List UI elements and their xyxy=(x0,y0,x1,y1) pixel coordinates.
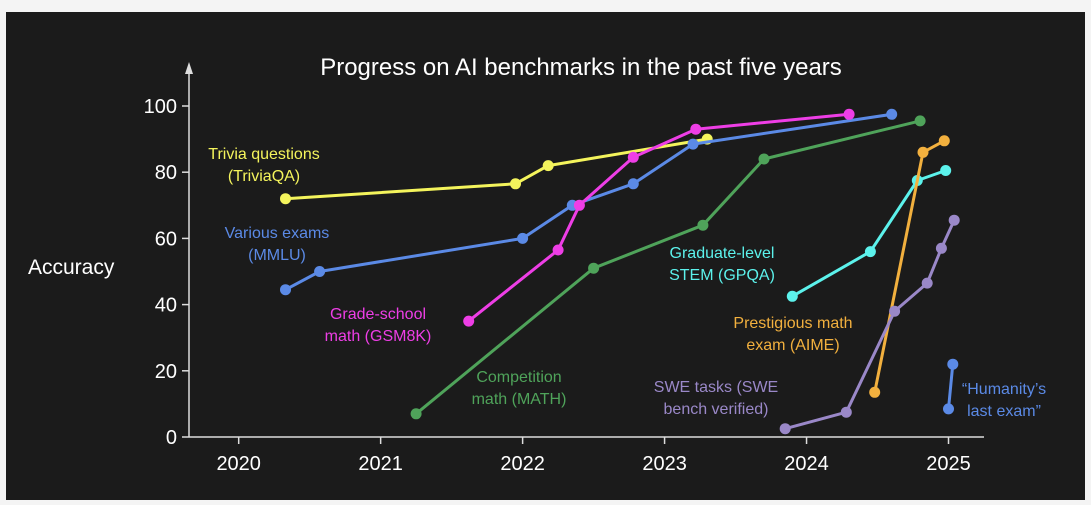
series-labels: Trivia questions (TriviaQA) Various exams(… xyxy=(208,146,1046,420)
data-point xyxy=(917,146,929,158)
data-point xyxy=(687,138,699,150)
data-point xyxy=(697,219,709,231)
data-point xyxy=(463,315,475,327)
x-tick-label: 2025 xyxy=(926,453,971,475)
y-tick-label: 40 xyxy=(155,295,177,317)
data-point xyxy=(940,165,952,176)
x-tick-label: 2023 xyxy=(642,453,687,475)
axes: 0 20 40 60 80 100 2020 2021 2022 2023 2024 2025 xyxy=(144,62,984,475)
chart-frame: Progress on AI benchmarks in the past fi… xyxy=(6,12,1085,500)
series-line xyxy=(947,364,955,410)
y-axis-label: Accuracy xyxy=(28,256,115,279)
y-tick-label: 0 xyxy=(166,427,177,449)
data-point xyxy=(843,108,855,120)
data-point xyxy=(314,266,326,277)
y-axis-arrow xyxy=(185,62,193,74)
series-label: Competition math (MATH) xyxy=(472,369,567,408)
y-tick-label: 100 xyxy=(144,96,177,118)
data-point xyxy=(921,277,933,289)
series-label: Grade-school math (GSM8K) xyxy=(325,306,432,345)
series-label: SWE tasks (SWE bench verified) xyxy=(654,379,778,418)
y-tick-label: 20 xyxy=(155,361,177,383)
x-tick-label: 2020 xyxy=(216,453,261,475)
series-label: Graduate-level STEM (GPQA) xyxy=(669,245,775,284)
data-point xyxy=(869,386,881,398)
data-point xyxy=(280,284,291,296)
data-point xyxy=(627,151,639,163)
data-point xyxy=(786,290,798,302)
x-tick-label: 2021 xyxy=(358,453,403,475)
x-tick-label: 2024 xyxy=(784,453,829,475)
data-point xyxy=(517,232,529,244)
data-point xyxy=(889,305,901,317)
data-point xyxy=(280,193,291,205)
data-point xyxy=(552,244,564,256)
series-line xyxy=(467,112,850,323)
x-tick-label: 2022 xyxy=(500,453,545,475)
data-point xyxy=(947,358,959,370)
data-point xyxy=(410,408,422,420)
data-point xyxy=(573,199,585,211)
series-label: Various exams (MMLU) xyxy=(225,225,330,264)
data-point xyxy=(948,214,960,226)
series-label: “Humanity’s last exam” xyxy=(962,381,1046,420)
data-point xyxy=(886,108,898,120)
series-line xyxy=(791,169,947,298)
data-point xyxy=(627,178,639,190)
data-point xyxy=(510,178,521,190)
data-point xyxy=(943,403,954,415)
series-line xyxy=(285,137,708,201)
series-label: Trivia questions (TriviaQA) xyxy=(208,146,319,185)
data-point xyxy=(938,135,950,147)
data-point xyxy=(840,406,852,418)
series-layer xyxy=(280,108,960,435)
data-point xyxy=(914,115,926,127)
data-point xyxy=(779,423,791,435)
series-label: Prestigious math exam (AIME) xyxy=(733,315,852,354)
data-point xyxy=(864,246,876,258)
series-line xyxy=(284,112,892,292)
data-point xyxy=(758,153,770,165)
data-point xyxy=(935,242,947,254)
data-point xyxy=(588,262,600,274)
chart-title: Progress on AI benchmarks in the past fi… xyxy=(320,54,842,81)
data-point xyxy=(542,160,554,172)
chart-canvas: Progress on AI benchmarks in the past fi… xyxy=(28,54,1046,475)
y-tick-label: 80 xyxy=(155,162,177,184)
data-point xyxy=(690,123,702,135)
y-tick-label: 60 xyxy=(155,228,177,250)
